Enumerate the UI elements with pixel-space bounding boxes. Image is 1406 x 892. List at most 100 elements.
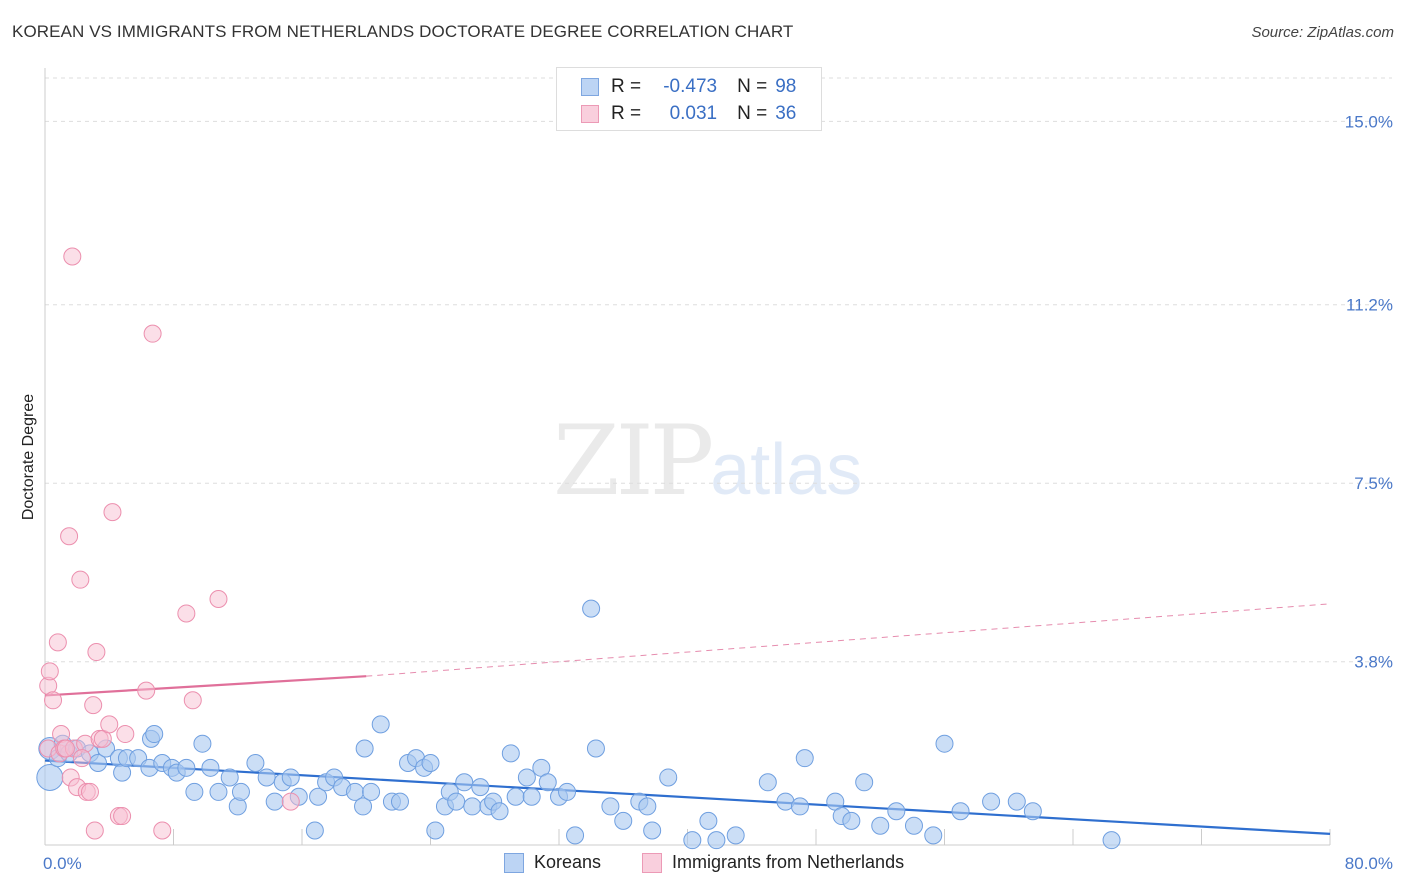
koreans-point: [517, 768, 536, 787]
koreans-point: [842, 811, 861, 830]
koreans-point: [1023, 802, 1042, 821]
koreans-point: [586, 739, 605, 758]
netherlands-point: [48, 633, 67, 652]
koreans-point: [707, 831, 726, 850]
series-legend: Koreans Immigrants from Netherlands: [0, 852, 1406, 878]
koreans-point: [309, 787, 328, 806]
koreans-point: [231, 782, 250, 801]
netherlands-point: [137, 681, 156, 700]
koreans-point: [257, 768, 276, 787]
gridlines: [45, 77, 1392, 663]
n-value: 36: [775, 103, 797, 124]
koreans-point: [638, 797, 657, 816]
koreans-point: [904, 816, 923, 835]
netherlands-point: [60, 527, 79, 546]
netherlands-point: [153, 821, 172, 840]
netherlands-point: [183, 691, 202, 710]
netherlands-point: [209, 589, 228, 608]
koreans-point: [455, 773, 474, 792]
r-value: -0.473: [663, 76, 718, 97]
koreans-point: [522, 787, 541, 806]
netherlands-legend-label: Immigrants from Netherlands: [672, 852, 905, 872]
koreans-point: [982, 792, 1001, 811]
netherlands-point: [84, 696, 103, 715]
koreans-legend-swatch: [504, 852, 524, 873]
koreans-point: [506, 787, 525, 806]
netherlands-swatch: [581, 105, 599, 123]
legend-row-koreans: R = -0.473 N = 98: [581, 75, 796, 99]
koreans-point: [1102, 831, 1121, 850]
y-tick-label: 7.5%: [1354, 474, 1393, 493]
koreans-legend-label: Koreans: [534, 852, 602, 872]
r-label: R =: [611, 103, 642, 124]
legend-item-koreans[interactable]: Koreans: [504, 852, 601, 873]
n-label: N =: [737, 76, 768, 97]
koreans-point: [538, 773, 557, 792]
koreans-point: [185, 782, 204, 801]
koreans-point: [463, 797, 482, 816]
koreans-point: [566, 826, 585, 845]
koreans-point: [362, 782, 381, 801]
koreans-point: [683, 831, 702, 850]
koreans-point: [935, 734, 954, 753]
koreans-point: [177, 758, 196, 777]
netherlands-point: [281, 792, 300, 811]
koreans-point: [501, 744, 520, 763]
netherlands-point: [85, 821, 104, 840]
netherlands-point: [113, 807, 132, 826]
koreans-point: [699, 811, 718, 830]
watermark-zip: ZIP: [553, 405, 714, 517]
koreans-point: [758, 773, 777, 792]
netherlands-point: [177, 604, 196, 623]
koreans-point: [421, 753, 440, 772]
chart-title: KOREAN VS IMMIGRANTS FROM NETHERLANDS DO…: [12, 22, 794, 41]
koreans-point: [371, 715, 390, 734]
koreans-point: [643, 821, 662, 840]
watermark-atlas: atlas: [710, 430, 863, 510]
koreans-point: [614, 811, 633, 830]
koreans-point: [855, 773, 874, 792]
netherlands-point: [100, 715, 119, 734]
koreans-point: [36, 763, 64, 791]
tick-labels: 3.8% 7.5% 11.2% 15.0% 0.0% 80.0%: [43, 112, 1393, 873]
koreans-point: [790, 797, 809, 816]
koreans-point: [354, 797, 373, 816]
legend-item-netherlands[interactable]: Immigrants from Netherlands: [642, 852, 904, 873]
netherlands-point: [72, 749, 91, 768]
koreans-point: [246, 753, 265, 772]
koreans-point: [426, 821, 445, 840]
koreans-point: [305, 821, 324, 840]
r-label: R =: [611, 76, 642, 97]
y-axis-label: Doctorate Degree: [20, 394, 37, 520]
netherlands-point: [56, 739, 75, 758]
koreans-point: [924, 826, 943, 845]
koreans-swatch: [581, 78, 599, 96]
n-value: 98: [775, 76, 797, 97]
netherlands-point: [63, 247, 82, 266]
koreans-point: [871, 816, 890, 835]
koreans-point: [582, 599, 601, 618]
netherlands-points: [39, 247, 300, 840]
netherlands-legend-swatch: [642, 852, 662, 873]
netherlands-point: [44, 691, 63, 710]
netherlands-point: [71, 570, 90, 589]
koreans-point: [193, 734, 212, 753]
watermark: ZIPatlas: [553, 405, 862, 517]
koreans-point: [659, 768, 678, 787]
netherlands-point: [87, 643, 106, 662]
koreans-point: [471, 778, 490, 797]
y-tick-label: 11.2%: [1346, 296, 1393, 315]
netherlands-point: [143, 324, 162, 343]
koreans-point: [281, 768, 300, 787]
n-label: N =: [737, 103, 768, 124]
koreans-point: [726, 826, 745, 845]
netherlands-trend-line: [44, 675, 367, 697]
koreans-point: [145, 725, 164, 744]
koreans-point: [220, 768, 239, 787]
koreans-point: [887, 802, 906, 821]
netherlands-point: [103, 503, 122, 522]
netherlands-point: [40, 662, 59, 681]
x-tick-label: 0.0%: [43, 854, 82, 873]
koreans-point: [1007, 792, 1026, 811]
